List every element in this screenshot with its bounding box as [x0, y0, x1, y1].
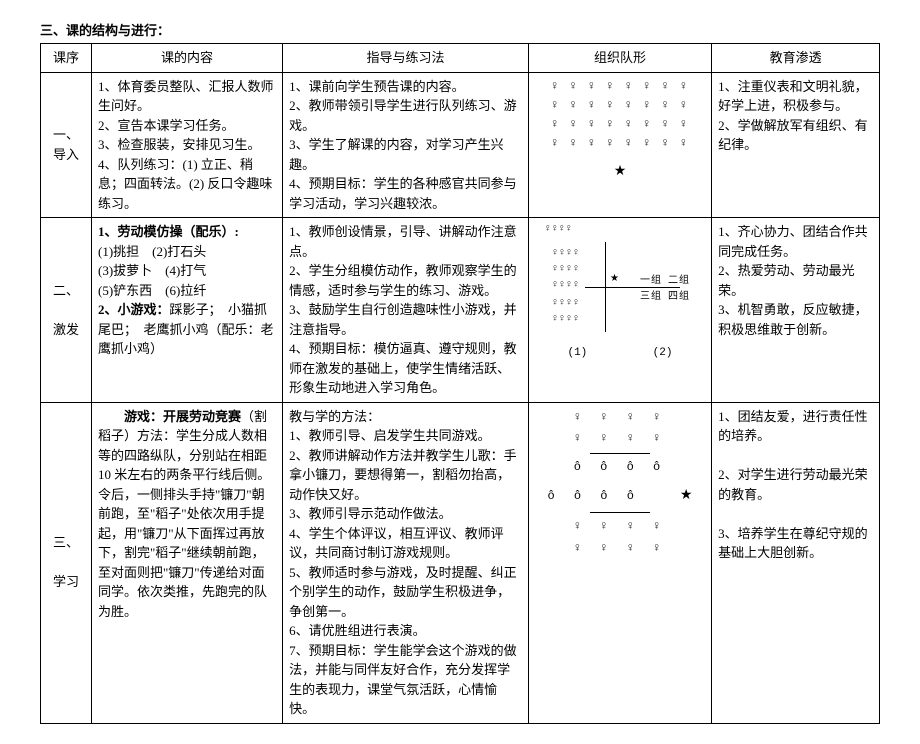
table-row: 一、 导入 1、体育委员整队、汇报人数师生问好。 2、宣告本课学习任务。 3、检…	[41, 72, 880, 218]
content-bold: 2、小游戏：	[98, 302, 170, 317]
header-row: 课序 课的内容 指导与练习法 组织队形 教育渗透	[41, 44, 880, 73]
page-title: 三、课的结构与进行：	[40, 20, 880, 39]
formation-line: ♀♀♀♀	[552, 262, 580, 278]
header-edu: 教育渗透	[712, 44, 880, 73]
group-label: 二组	[668, 274, 690, 290]
edu-cell: 1、注重仪表和文明礼貌，好学上进，积极参与。 2、学做解放军有组织、有纪律。	[712, 72, 880, 218]
formation-line: ♀ ♀ ♀ ♀	[535, 407, 705, 429]
seq-cell: 一、 导入	[41, 72, 92, 218]
divider	[590, 453, 650, 454]
content-cell: 游戏：开展劳动竞赛（割稻子）方法：学生分成人数相等的四路纵队，分别站在相距 10…	[91, 402, 282, 723]
sub-labels: (1) (2)	[535, 345, 705, 363]
formation-line: ô ô ô ô	[535, 457, 705, 479]
group-label: 四组	[668, 290, 690, 306]
star-icon: ★	[610, 272, 620, 288]
formation-line: ♀ ♀ ♀ ♀ ♀ ♀ ♀ ♀	[535, 115, 705, 134]
formation-block: ♀ ♀ ♀ ♀ ♀ ♀ ♀ ♀ ô ô ô ô ô ô ô ô ★ ♀ ♀ ♀ …	[535, 407, 705, 560]
method-cell: 1、教师创设情景，引导、讲解动作注意点。 2、学生分组模仿动作，教师观察学生的情…	[283, 218, 529, 403]
table-row: 二、 激发 1、劳动模仿操（配乐）: (1)挑担 (2)打石头 (3)拔萝卜 (…	[41, 218, 880, 403]
seq-cell: 二、 激发	[41, 218, 92, 403]
formation-line: ♀ ♀ ♀ ♀ ♀ ♀ ♀ ♀	[535, 77, 705, 96]
content-cell: 1、劳动模仿操（配乐）: (1)挑担 (2)打石头 (3)拔萝卜 (4)打气 (…	[91, 218, 282, 403]
formation-line: ♀ ♀ ♀ ♀ ♀ ♀ ♀ ♀	[535, 134, 705, 153]
sub-label: (2)	[653, 345, 673, 363]
formation-line: ♀ ♀ ♀ ♀	[535, 516, 705, 538]
content-cell: 1、体育委员整队、汇报人数师生问好。 2、宣告本课学习任务。 3、检查服装，安排…	[91, 72, 282, 218]
header-content: 课的内容	[91, 44, 282, 73]
sub-label: (1)	[567, 345, 587, 363]
formation-cell: ♀ ♀ ♀ ♀ ♀ ♀ ♀ ♀ ♀ ♀ ♀ ♀ ♀ ♀ ♀ ♀ ♀ ♀ ♀ ♀ …	[528, 72, 711, 218]
formation-line: ♀♀♀♀	[552, 296, 580, 312]
header-method: 指导与练习法	[283, 44, 529, 73]
seq-cell: 三、 学习	[41, 402, 92, 723]
header-formation: 组织队形	[528, 44, 711, 73]
group-label: 三组	[640, 290, 662, 306]
formation-line: ♀♀♀♀	[535, 222, 705, 238]
formation-cell: ♀♀♀♀ ♀♀♀♀ ♀♀♀♀ ♀♀♀♀ ★ 一组 二组 三组 四组 ♀♀♀♀ ♀…	[528, 218, 711, 403]
header-seq: 课序	[41, 44, 92, 73]
table-row: 三、 学习 游戏：开展劳动竞赛（割稻子）方法：学生分成人数相等的四路纵队，分别站…	[41, 402, 880, 723]
formation-line: ♀ ♀ ♀ ♀	[535, 538, 705, 560]
content-text: （割稻子）方法：学生分成人数相等的四路纵队，分别站在相距 10 米左右的两条平行…	[98, 409, 270, 619]
content-bold: 游戏：开展劳动竞赛	[98, 409, 241, 424]
group-label: 一组	[640, 274, 662, 290]
lesson-table: 课序 课的内容 指导与练习法 组织队形 教育渗透 一、 导入 1、体育委员整队、…	[40, 43, 880, 724]
formation-line: ♀♀♀♀	[552, 312, 580, 328]
formation-line: ♀♀♀♀	[552, 278, 580, 294]
formation-line: ♀ ♀ ♀ ♀ ♀ ♀ ♀ ♀	[535, 96, 705, 115]
star-icon: ★	[535, 161, 705, 183]
cross-diagram: ♀♀♀♀ ♀♀♀♀ ♀♀♀♀ ★ 一组 二组 三组 四组 ♀♀♀♀ ♀♀♀♀	[550, 242, 690, 332]
method-cell: 1、课前向学生预告课的内容。 2、教师带领引导学生进行队列练习、游戏。 3、学生…	[283, 72, 529, 218]
formation-cell: ♀ ♀ ♀ ♀ ♀ ♀ ♀ ♀ ô ô ô ô ô ô ô ô ★ ♀ ♀ ♀ …	[528, 402, 711, 723]
formation-line: ô ô ô ô	[547, 486, 639, 508]
formation-line: ♀♀♀♀	[552, 246, 580, 262]
formation-line: ♀ ♀ ♀ ♀	[535, 428, 705, 450]
edu-cell: 1、齐心协力、团结合作共同完成任务。 2、热爱劳动、劳动最光荣。 3、机智勇敢，…	[712, 218, 880, 403]
edu-cell: 1、团结友爱，进行责任性的培养。 2、对学生进行劳动最光荣的教育。 3、培养学生…	[712, 402, 880, 723]
content-text: (1)挑担 (2)打石头 (3)拔萝卜 (4)打气 (5)铲东西 (6)拉纤	[98, 244, 206, 298]
star-icon: ★	[680, 484, 693, 509]
content-bold: 1、劳动模仿操（配乐）:	[98, 224, 239, 239]
method-cell: 教与学的方法： 1、教师引导、启发学生共同游戏。 2、教师讲解动作方法并教学生儿…	[283, 402, 529, 723]
divider	[590, 512, 650, 513]
